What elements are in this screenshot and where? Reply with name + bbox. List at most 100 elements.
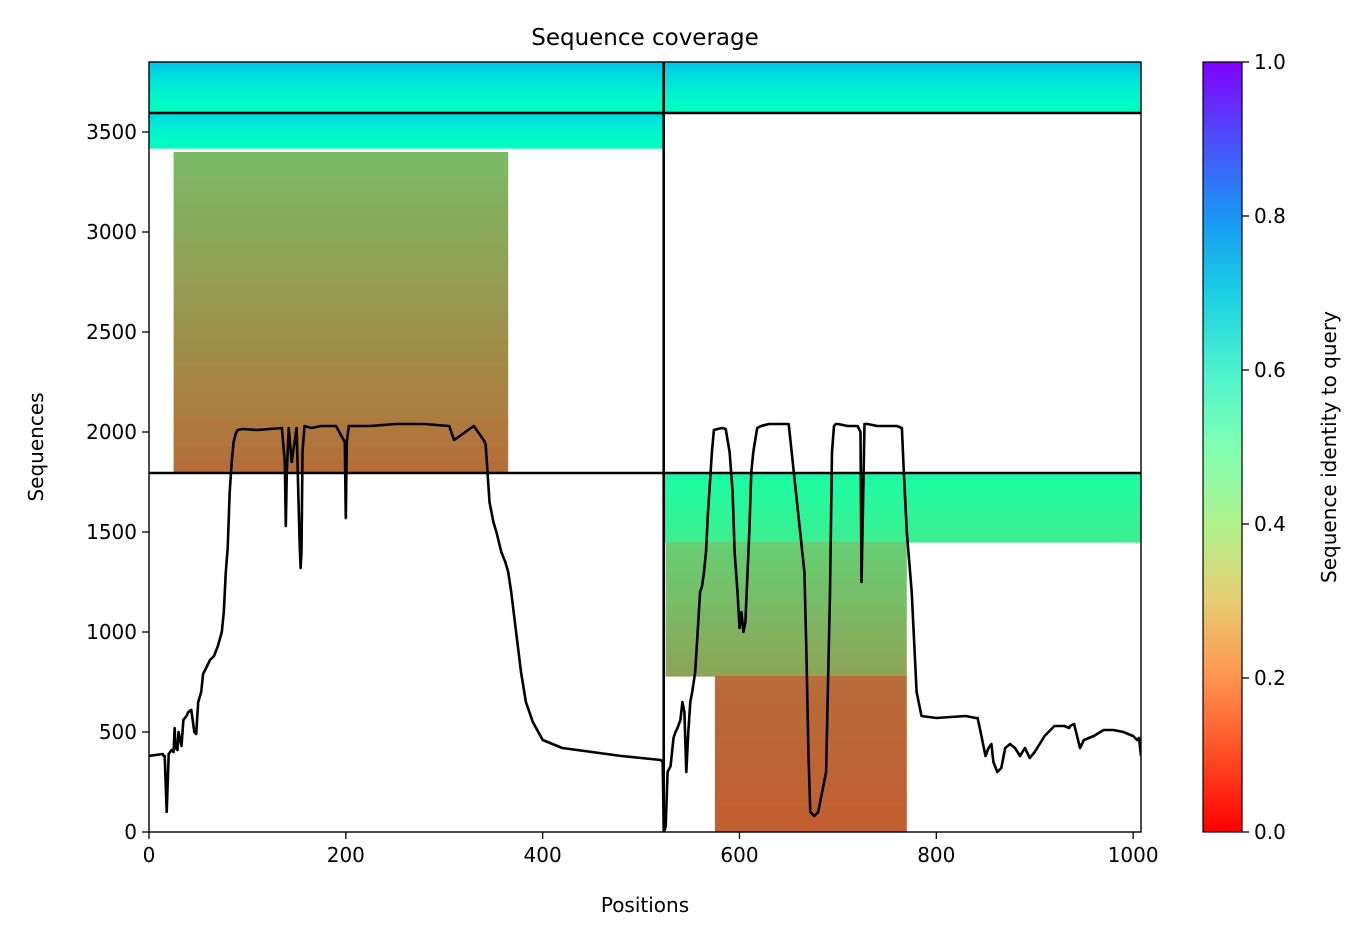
coverage-band: [663, 533, 1141, 537]
coverage-band: [173, 445, 509, 460]
coverage-band: [663, 91, 1141, 94]
coverage-band: [714, 734, 907, 742]
coverage-band: [665, 609, 907, 616]
coverage-band: [149, 93, 664, 96]
coverage-band: [714, 773, 907, 781]
colorbar-label: Sequence identity to query: [1317, 311, 1341, 583]
coverage-band: [665, 620, 907, 627]
coverage-band: [149, 107, 664, 111]
coverage-band: [663, 107, 1141, 111]
y-axis-label: Sequences: [24, 392, 48, 501]
coverage-band: [663, 64, 1141, 67]
coverage-band: [149, 142, 664, 145]
y-axis-ticks: 0 500 1000 1500 2000 2500 3000 3500: [86, 120, 149, 844]
coverage-band: [173, 298, 509, 313]
coverage-band: [149, 137, 664, 140]
coverage-band: [714, 689, 907, 697]
coverage-band: [663, 536, 1141, 540]
coverage-band: [663, 498, 1141, 503]
coverage-band: [149, 91, 664, 94]
coverage-band: [665, 648, 907, 655]
coverage-band: [665, 670, 907, 677]
coverage-band: [149, 101, 664, 105]
coverage-band: [663, 530, 1141, 534]
y-tick-label: 3500: [86, 120, 137, 144]
coverage-band: [149, 109, 664, 113]
coverage-band: [714, 747, 907, 755]
coverage-band: [149, 68, 664, 71]
coverage-band: [663, 519, 1141, 523]
coverage-band: [149, 87, 664, 90]
coverage-band: [173, 152, 509, 166]
colorbar-ticks: 0.0 0.2 0.4 0.6 0.8 1.0: [1242, 50, 1286, 844]
coverage-band: [663, 62, 1141, 65]
x-tick-label: 600: [720, 843, 758, 867]
coverage-band: [173, 205, 509, 220]
coverage-band: [173, 392, 509, 406]
coverage-band: [149, 117, 664, 120]
coverage-block: [149, 113, 664, 149]
coverage-band: [149, 78, 664, 82]
coverage-band: [173, 232, 509, 246]
coverage-band: [663, 72, 1141, 76]
coverage-band: [149, 114, 664, 117]
coverage-band: [663, 105, 1141, 109]
coverage-band: [173, 218, 509, 233]
coverage-band: [714, 780, 907, 788]
coverage-band: [149, 103, 664, 107]
coverage-band: [665, 614, 907, 621]
coverage-band: [663, 74, 1141, 78]
coverage-band: [149, 97, 664, 101]
coverage-band: [665, 597, 907, 605]
coverage-band: [173, 258, 509, 273]
coverage-band: [665, 569, 907, 577]
coverage-band: [663, 97, 1141, 101]
coverage-band: [665, 575, 907, 582]
coverage-band: [663, 101, 1141, 105]
coverage-band: [665, 642, 907, 649]
coverage-band: [714, 728, 907, 736]
coverage-band: [663, 68, 1141, 71]
coverage-band: [149, 131, 664, 135]
coverage-band: [149, 140, 664, 143]
coverage-band: [149, 74, 664, 78]
coverage-band: [173, 378, 509, 393]
y-tick-label: 500: [99, 720, 137, 744]
coverage-band: [665, 564, 907, 571]
coverage-band: [714, 676, 907, 684]
coverage-band: [663, 516, 1141, 520]
coverage-band: [714, 741, 907, 749]
colorbar-tick-label: 1.0: [1254, 50, 1286, 74]
coverage-band: [665, 636, 907, 644]
coverage-band: [714, 721, 907, 729]
coverage-band: [665, 586, 907, 593]
x-tick-label: 400: [524, 843, 562, 867]
coverage-line: [149, 422, 1141, 832]
coverage-band: [173, 365, 509, 380]
coverage-band: [714, 754, 907, 762]
x-tick-label: 1000: [1108, 843, 1159, 867]
coverage-band: [665, 553, 907, 560]
coverage-band: [663, 527, 1141, 532]
coverage-band: [663, 76, 1141, 80]
chart-title: Sequence coverage: [531, 25, 759, 51]
plot-area: [149, 62, 1141, 832]
coverage-band: [149, 143, 664, 146]
coverage-band: [149, 64, 664, 67]
coverage-band: [149, 121, 664, 124]
coverage-band: [149, 118, 664, 121]
coverage-band: [663, 99, 1141, 103]
coverage-band: [173, 458, 509, 473]
colorbar-tick-label: 0.0: [1254, 820, 1286, 844]
coverage-band: [173, 312, 509, 326]
colorbar-tick-label: 0.8: [1254, 204, 1286, 228]
coverage-band: [149, 139, 664, 142]
coverage-band: [149, 124, 664, 127]
coverage-band: [663, 513, 1141, 517]
coverage-band: [173, 405, 509, 420]
coverage-band: [714, 715, 907, 723]
coverage-band: [149, 99, 664, 103]
coverage-band: [149, 130, 664, 133]
coverage-band: [149, 145, 664, 148]
